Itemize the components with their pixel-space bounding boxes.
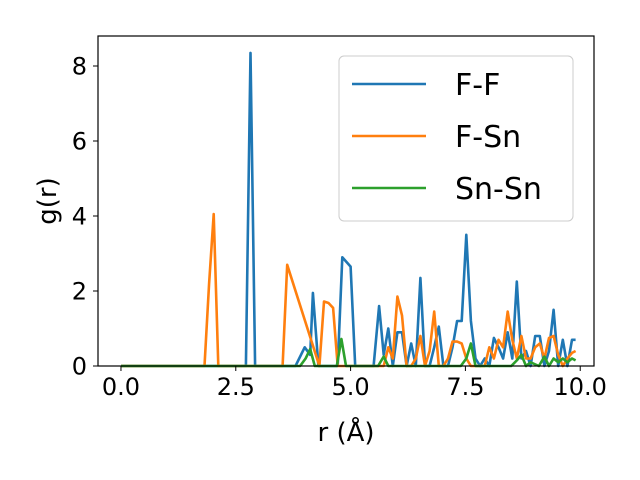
x-tick-label: 5.0 [332,373,370,401]
y-tick-label: 4 [72,203,87,231]
x-tick-label: 10.0 [554,373,607,401]
plot-frame [97,35,595,367]
x-tick-label: 2.5 [217,373,255,401]
series-line-f-sn [121,212,577,368]
legend-box [338,55,574,222]
legend: F-F F-Sn Sn-Sn [338,55,574,222]
y-tick-label: 0 [72,353,87,381]
legend-label-f-f: F-F [455,68,500,103]
series-line-sn-sn [121,337,577,368]
y-axis-title: g(r) [33,177,63,224]
legend-label-f-sn: F-Sn [455,120,521,155]
legend-label-sn-sn: Sn-Sn [455,172,542,207]
x-tick-label: 7.5 [446,373,484,401]
y-axis-ticks: 0 2 4 6 8 [72,53,98,381]
y-tick-label: 8 [72,53,87,81]
x-axis-ticks: 0.0 2.5 5.0 7.5 10.0 [102,366,607,401]
y-tick-label: 2 [72,278,87,306]
x-tick-label: 0.0 [102,373,140,401]
x-axis-title: r (Å) [317,416,374,448]
y-tick-label: 6 [72,128,87,156]
